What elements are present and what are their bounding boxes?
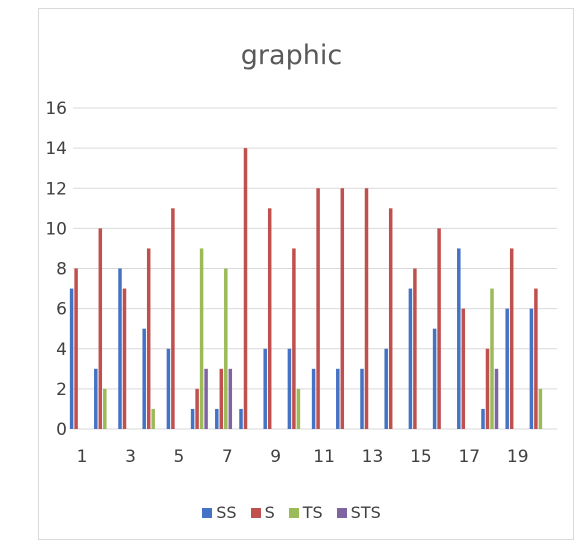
bar-s-6: [195, 388, 199, 429]
bar-ts-4: [151, 408, 155, 429]
bar-ss-18: [481, 408, 485, 429]
bar-s-5: [171, 208, 175, 429]
legend-swatch: [202, 507, 213, 518]
bar-ss-19: [505, 308, 509, 429]
bar-ss-4: [142, 328, 146, 429]
bar-sts-18: [494, 368, 499, 429]
legend-label: SS: [216, 503, 237, 522]
x-tick-label: 17: [458, 447, 480, 467]
bar-ts-18: [490, 288, 494, 429]
bar-ss-8: [239, 408, 243, 429]
y-tick-label: 14: [45, 139, 67, 159]
bar-s-12: [340, 188, 345, 429]
bar-ss-5: [166, 348, 171, 429]
bar-ss-2: [94, 368, 98, 429]
bar-ss-17: [457, 248, 461, 429]
bar-s-8: [243, 148, 248, 429]
x-tick-label: 19: [507, 447, 529, 467]
legend-swatch: [250, 507, 261, 518]
x-tick-label: 3: [125, 447, 136, 467]
bar-ss-1: [69, 288, 74, 429]
y-tick-label: 8: [56, 260, 67, 280]
bar-ss-20: [529, 308, 534, 429]
x-tick-label: 11: [313, 447, 335, 467]
bar-ss-10: [287, 348, 292, 429]
bar-s-7: [219, 368, 224, 429]
y-tick-label: 4: [56, 340, 67, 360]
bar-s-4: [146, 248, 151, 429]
y-tick-label: 16: [45, 99, 67, 119]
chart-frame: [38, 8, 574, 540]
legend-item-s: S: [250, 503, 275, 522]
legend-item-ss: SS: [202, 503, 237, 522]
bar-s-14: [388, 208, 393, 429]
bar-s-3: [122, 288, 127, 429]
legend-swatch: [336, 507, 347, 518]
x-tick-label: 9: [270, 447, 281, 467]
legend-label: S: [264, 503, 275, 522]
bar-ts-6: [199, 248, 204, 429]
bar-s-11: [316, 188, 320, 429]
bar-ss-15: [408, 288, 413, 429]
bar-s-10: [292, 248, 296, 429]
x-tick-label: 1: [77, 447, 88, 467]
bar-ss-13: [360, 368, 364, 429]
legend-item-ts: TS: [288, 503, 323, 522]
y-tick-label: 0: [56, 420, 67, 440]
bar-ss-16: [432, 328, 437, 429]
bar-s-13: [364, 188, 369, 429]
y-tick-label: 6: [56, 300, 67, 320]
bar-sts-7: [228, 368, 233, 429]
x-tick-label: 5: [173, 447, 184, 467]
y-tick-label: 2: [56, 380, 67, 400]
bar-s-1: [74, 268, 78, 429]
x-tick-label: 13: [362, 447, 384, 467]
bar-s-2: [98, 228, 103, 429]
bar-ss-11: [311, 368, 316, 429]
legend-label: STS: [350, 503, 381, 522]
bar-ts-7: [224, 268, 228, 429]
y-tick-label: 12: [45, 179, 67, 199]
bar-ss-7: [215, 408, 219, 429]
legend-item-sts: STS: [336, 503, 381, 522]
bar-ss-3: [118, 268, 122, 429]
x-tick-label: 15: [410, 447, 432, 467]
bar-s-16: [437, 228, 441, 429]
bar-s-19: [509, 248, 514, 429]
bar-s-9: [267, 208, 272, 429]
bar-s-18: [485, 348, 490, 429]
bar-ts-10: [296, 388, 301, 429]
bar-ss-12: [336, 368, 340, 429]
bar-ss-6: [190, 408, 195, 429]
bar-ts-20: [538, 388, 543, 429]
chart-legend: SS S TS STS: [0, 503, 583, 522]
x-tick-label: 7: [222, 447, 233, 467]
legend-label: TS: [302, 503, 323, 522]
bar-ss-14: [384, 348, 388, 429]
bar-sts-6: [204, 368, 208, 429]
legend-swatch: [288, 507, 299, 518]
bar-ss-9: [263, 348, 267, 429]
bar-s-15: [413, 268, 417, 429]
bar-s-17: [461, 308, 466, 429]
bar-s-20: [534, 288, 538, 429]
bar-ts-2: [103, 388, 107, 429]
y-tick-label: 10: [45, 219, 67, 239]
chart-title: graphic: [240, 40, 343, 71]
